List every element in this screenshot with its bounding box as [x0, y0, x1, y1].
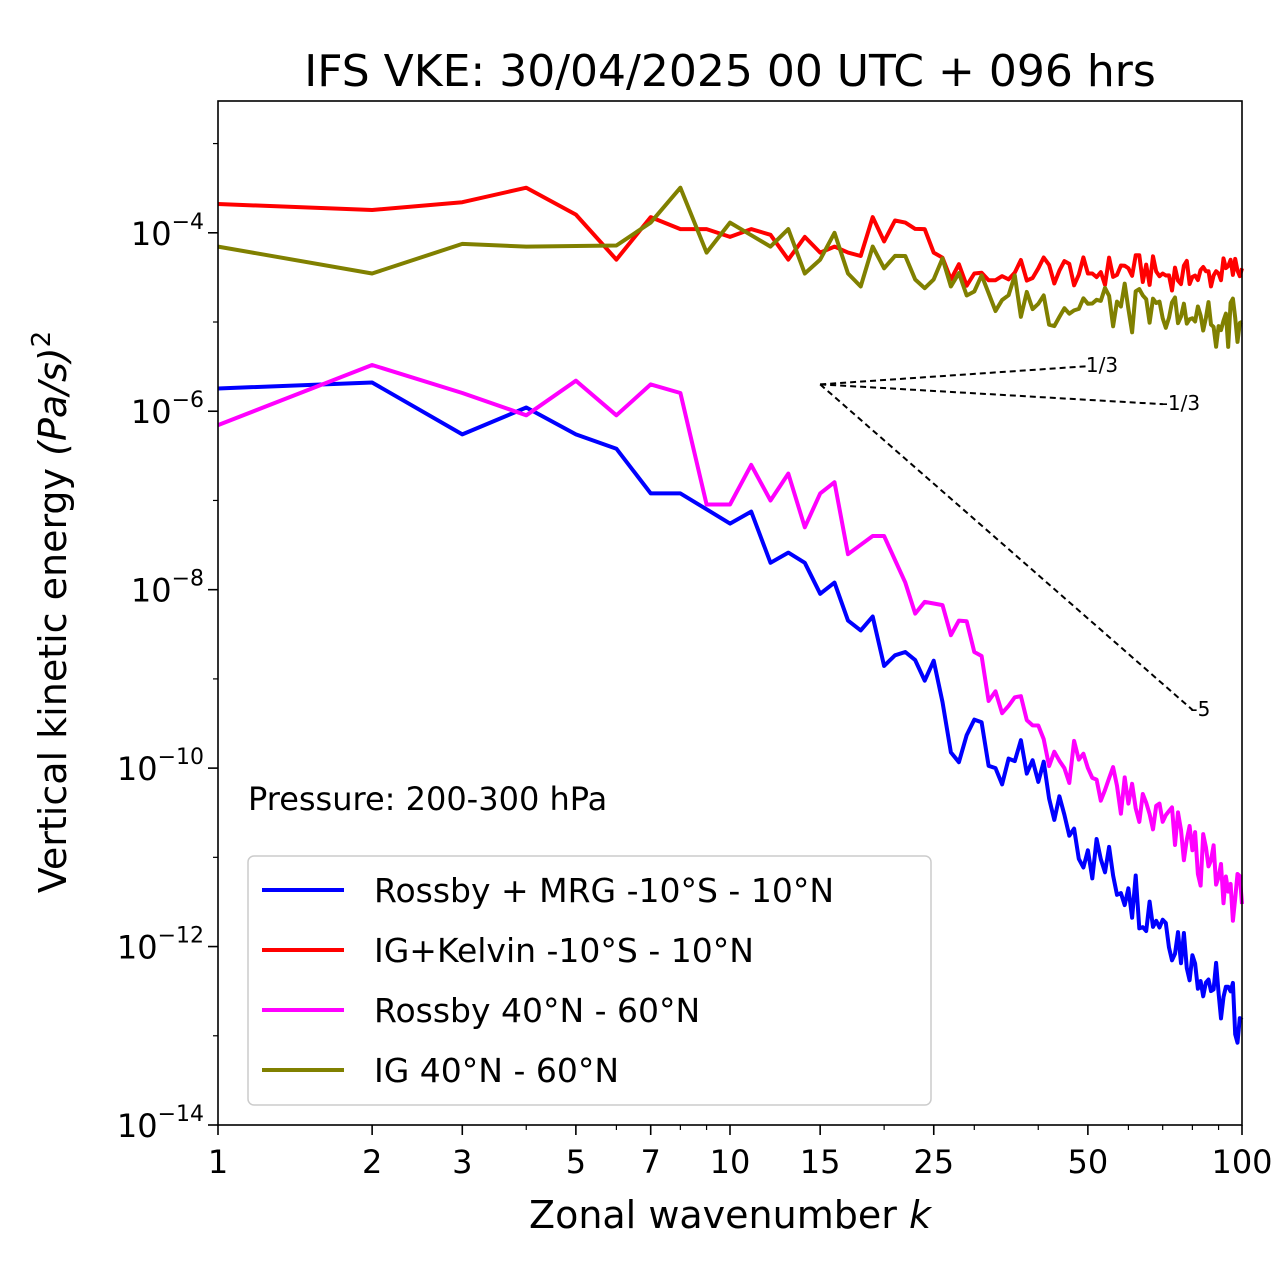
series-line-4 [217, 185, 1243, 349]
slope-label-1: 1/3 [1086, 353, 1118, 377]
x-tick-label: 1 [208, 1143, 228, 1181]
x-tick-label: 25 [913, 1143, 954, 1181]
legend: Rossby + MRG -10°S - 10°N IG+Kelvin -10°S… [247, 855, 932, 1106]
y-tick-label: 10−12 [117, 924, 204, 967]
slope-line-1 [820, 365, 1088, 386]
x-axis-ticks: 1 2 3 5 7 10 15 25 50 100 [208, 1125, 1273, 1181]
y-axis-label-exponent: 2 [27, 331, 57, 348]
legend-label-4: IG 40°N - 60°N [374, 1051, 619, 1090]
slope-line-2 [820, 383, 1163, 406]
y-tick-label: 10−8 [131, 567, 204, 610]
x-axis-label-text: Zonal wavenumber [529, 1193, 897, 1237]
legend-label-2: IG+Kelvin -10°S - 10°N [374, 931, 754, 970]
legend-label-3: Rossby 40°N - 60°N [374, 991, 700, 1030]
legend-label-1: Rossby + MRG -10°S - 10°N [374, 871, 834, 910]
x-axis-label-symbol: k [909, 1193, 933, 1237]
chart-title: IFS VKE: 30/04/2025 00 UTC + 096 hrs [304, 46, 1156, 97]
pressure-annotation: Pressure: 200-300 hPa [248, 780, 607, 818]
x-tick-label: 2 [362, 1143, 382, 1181]
x-tick-label: 50 [1068, 1143, 1109, 1181]
y-tick-label: 10−4 [131, 210, 204, 253]
x-tick-label: 10 [710, 1143, 751, 1181]
x-tick-label: 3 [452, 1143, 472, 1181]
slope-label-3: -5 [1190, 697, 1210, 721]
x-tick-label: 15 [800, 1143, 841, 1181]
y-axis-label-unit: (Pa/s) [31, 347, 75, 455]
y-tick-label: 10−10 [117, 745, 204, 788]
x-tick-label: 7 [641, 1143, 661, 1181]
series-line-2 [217, 185, 1244, 293]
y-axis-ticks: 10−4 10−6 10−8 10−10 10−12 10−14 [117, 142, 218, 1145]
y-axis-label-text: Vertical kinetic energy [31, 468, 75, 893]
slope-lines: 1/3 -1/3 -5 [819, 353, 1210, 721]
y-tick-label: 10−6 [131, 388, 204, 431]
slope-label-2: -1/3 [1161, 391, 1200, 415]
x-axis-label: Zonal wavenumber k [529, 1193, 933, 1237]
slope-line-3 [819, 383, 1194, 711]
x-tick-label: 100 [1211, 1143, 1272, 1181]
y-tick-label: 10−14 [117, 1102, 204, 1145]
series-line-3 [217, 363, 1244, 923]
series-line-1 [217, 380, 1244, 1045]
legend-box [247, 855, 932, 1106]
plot-lines [217, 185, 1244, 1045]
y-axis-label: Vertical kinetic energy (Pa/s)2 [27, 331, 75, 893]
x-tick-label: 5 [566, 1143, 586, 1181]
